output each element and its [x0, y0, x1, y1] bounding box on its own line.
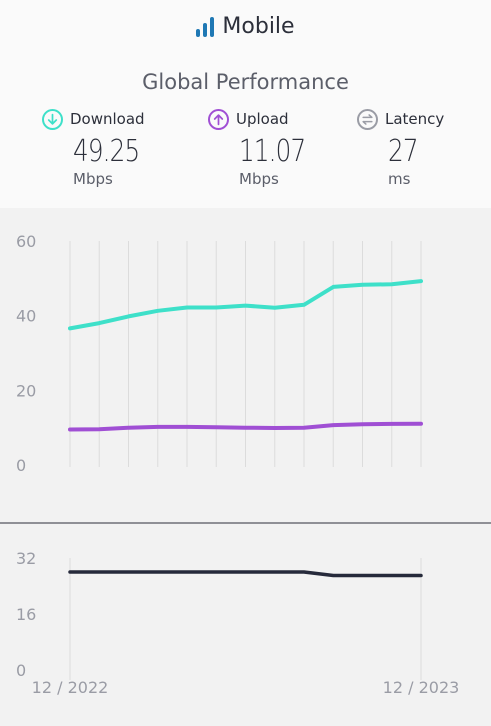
y-tick-label: 60: [16, 232, 36, 251]
metric-download: Download 49.25 Mbps: [42, 108, 182, 188]
metric-value: 27: [388, 134, 418, 169]
series-line-latency: [68, 570, 423, 578]
page-title: Mobile: [222, 14, 295, 39]
metric-upload: Upload 11.07 Mbps: [208, 108, 348, 188]
mobile-title: Mobile: [0, 14, 491, 39]
metric-label: Latency: [385, 110, 445, 128]
metric-label: Download: [70, 110, 145, 128]
metric-unit: Mbps: [239, 170, 279, 188]
series-line-download: [68, 279, 423, 331]
y-tick-label: 16: [16, 605, 36, 624]
x-tick-label: 12 / 2022: [32, 678, 109, 697]
metric-value: 49.25: [73, 134, 140, 169]
y-tick-label: 20: [16, 381, 36, 400]
y-tick-label: 40: [16, 307, 36, 326]
section-subtitle: Global Performance: [142, 70, 349, 94]
swap-circle-icon: [357, 108, 378, 130]
header: Mobile Global Performance Download 49.25…: [0, 0, 491, 208]
y-tick-label: 0: [16, 661, 26, 680]
arrow-up-circle-icon: [208, 108, 229, 130]
performance-charts: 0 20 40 60 0 16 32 12 / 2022 12 / 2023: [0, 232, 491, 697]
y-tick-label: 0: [16, 456, 26, 475]
metric-latency: Latency 27 ms: [357, 108, 491, 188]
chart-area: 0 20 40 60 0 16 32 12 / 2022 12 / 2023: [0, 208, 491, 726]
signal-bars-icon: [196, 16, 215, 37]
metric-value: 11.07: [239, 134, 306, 169]
metric-label: Upload: [236, 110, 289, 128]
metric-unit: Mbps: [73, 170, 113, 188]
metric-unit: ms: [388, 170, 411, 188]
series-line-upload: [68, 421, 423, 432]
x-tick-label: 12 / 2023: [383, 678, 460, 697]
arrow-down-circle-icon: [42, 108, 63, 130]
y-tick-label: 32: [16, 549, 36, 568]
